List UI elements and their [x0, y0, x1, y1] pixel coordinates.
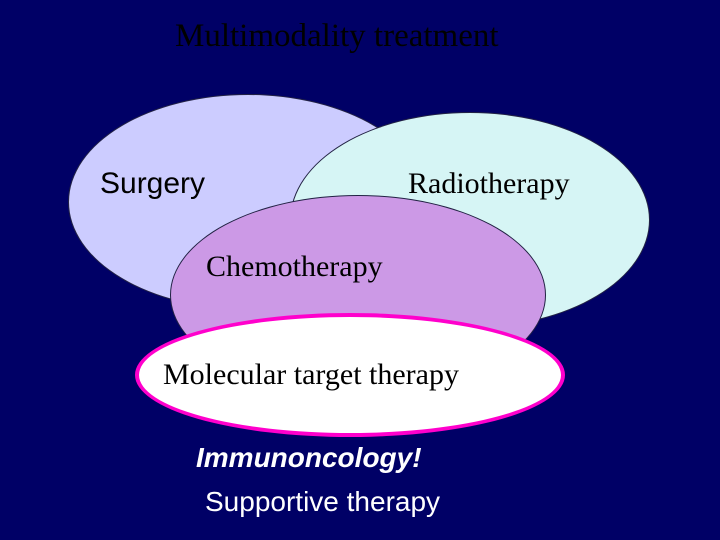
label-chemotherapy: Chemotherapy — [206, 250, 383, 284]
label-radiotherapy: Radiotherapy — [408, 167, 570, 201]
diagram-stage: Multimodality treatment Surgery Radiothe… — [0, 0, 720, 540]
slide-title: Multimodality treatment — [175, 18, 499, 55]
label-molecular-target: Molecular target therapy — [163, 358, 459, 392]
label-immunoncology: Immunoncology! — [196, 442, 422, 474]
label-surgery: Surgery — [100, 167, 205, 201]
label-supportive-therapy: Supportive therapy — [205, 486, 440, 518]
